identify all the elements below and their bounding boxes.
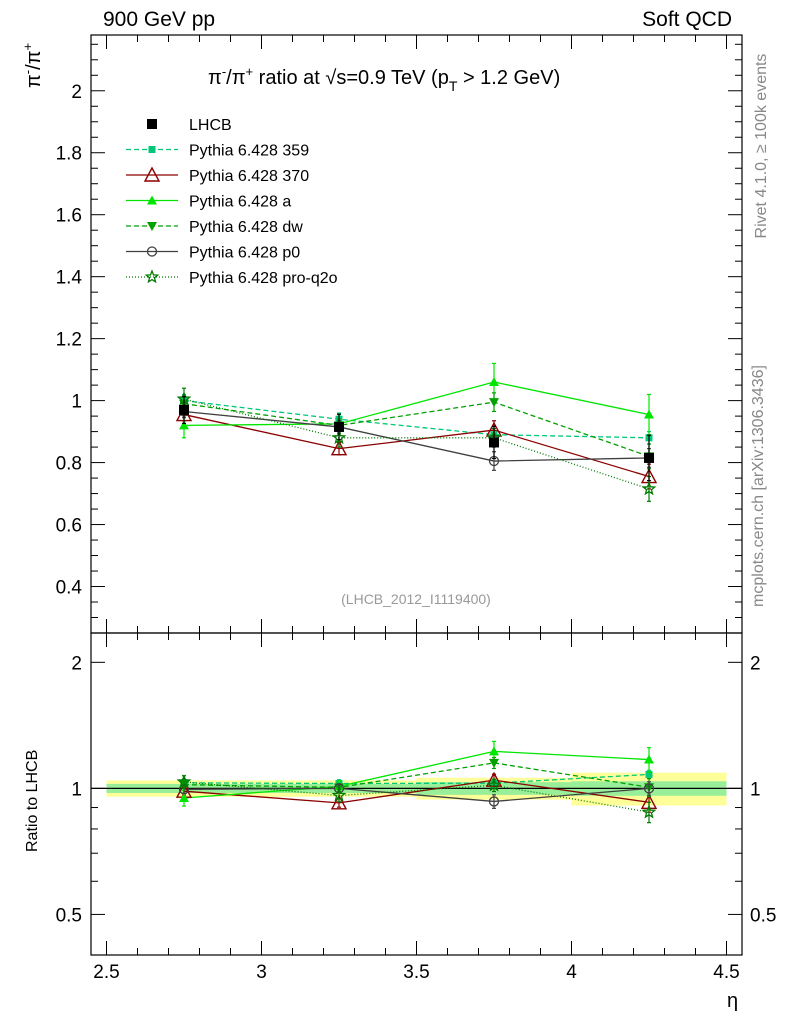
chart-title: π-/π+ ratio at √s=0.9 TeV (pT > 1.2 GeV) [208, 64, 560, 94]
y-tick-label: 0.8 [56, 454, 82, 475]
series-marker [331, 430, 347, 445]
ratio-y-tick-label-right: 1 [750, 779, 761, 800]
x-tick-label: 2.5 [93, 962, 119, 983]
legend-marker [147, 222, 157, 231]
legend-marker [148, 146, 156, 153]
series-line [183, 381, 650, 427]
ratio-series-line [183, 750, 650, 799]
series-line [183, 399, 650, 439]
series-marker [179, 420, 189, 430]
ratio-series-marker [489, 746, 499, 756]
legend-marker [143, 166, 161, 182]
data-point [179, 404, 189, 415]
legend-marker [146, 246, 158, 257]
legend: LHCB Pythia 6.428 359 Pythia 6.428 370 Pyth… [126, 117, 338, 287]
series-marker [644, 409, 654, 419]
series-marker [330, 440, 348, 456]
series-line [183, 410, 650, 462]
x-tick-label: 4.5 [713, 962, 739, 983]
ratio-series-line [183, 787, 650, 803]
data-point [489, 437, 499, 448]
ratio-series-marker [641, 804, 657, 819]
ratio-y-tick-label: 1 [71, 779, 82, 800]
ratio-y-tick-label-right: 0.5 [750, 905, 776, 926]
legend-label: LHCB [189, 117, 232, 134]
rivet-version-label: Rivet 4.1.0, ≥ 100k events [753, 53, 770, 239]
ratio-series-marker [179, 792, 189, 802]
x-tick-label: 4 [566, 962, 577, 983]
ratio-series-marker [645, 770, 653, 778]
y-tick-label: 2 [71, 82, 82, 103]
ratio-series-marker [489, 758, 499, 768]
x-axis-label: η [727, 990, 738, 1012]
series-marker [641, 481, 657, 496]
ratio-y-axis-label: Ratio to LHCB [24, 750, 41, 852]
ratio-y-tick-label-right: 2 [750, 653, 761, 674]
ratio-y-tick-label: 2 [71, 653, 82, 674]
y-axis-label: π-/π+ [20, 43, 45, 88]
header-category: Soft QCD [642, 8, 732, 31]
ratio-series-line [183, 773, 650, 785]
axis-ticks [91, 35, 742, 956]
ratio-series-marker [488, 796, 500, 807]
x-tick-label: 3 [256, 962, 267, 983]
y-tick-label: 1.6 [56, 206, 82, 227]
legend-marker [147, 195, 157, 205]
mcplots-source-label: mcplots.cern.ch [arXiv:1306.3436] [750, 365, 767, 607]
series-line [183, 401, 650, 458]
y-tick-label: 1.2 [56, 330, 82, 351]
legend-label: Pythia 6.428 370 [189, 168, 309, 185]
series-markers [175, 362, 658, 824]
ratio-series-marker [644, 754, 654, 764]
y-tick-label: 0.4 [56, 578, 83, 599]
ratio-series-line [183, 779, 650, 804]
axis-tick-labels: 2.5 3 3.5 4 4.5 0.4 0.6 0.8 1 1.2 1.4 1.6 1.8 2 0.5 0.5… [56, 82, 777, 983]
legend-label: Pythia 6.428 a [189, 194, 291, 211]
y-tick-label: 0.6 [56, 516, 82, 537]
legend-label: Pythia 6.428 359 [189, 143, 309, 160]
ratio-series-marker [330, 794, 348, 810]
series-line [183, 413, 650, 478]
series-line [183, 398, 650, 490]
legend-label: Pythia 6.428 pro-q2o [189, 270, 338, 287]
series-marker [489, 377, 499, 387]
legend-label: Pythia 6.428 dw [189, 219, 303, 236]
ratio-series-marker [176, 774, 192, 789]
analysis-id-watermark: (LHCB_2012_I1119400) [341, 591, 491, 607]
ratio-series-marker [486, 777, 502, 792]
legend-label: Pythia 6.428 p0 [189, 245, 300, 262]
data-point [334, 421, 344, 432]
data-point [644, 452, 654, 463]
y-tick-label: 1.4 [56, 268, 83, 289]
header-process: 900 GeV pp [103, 8, 216, 31]
legend-marker [147, 119, 157, 129]
ratio-y-tick-label: 0.5 [56, 905, 82, 926]
series-lines [183, 381, 650, 813]
legend-marker [144, 269, 160, 284]
ratio-series-line [183, 762, 650, 789]
y-tick-label: 1 [71, 392, 82, 413]
ratio-series-marker [331, 787, 347, 802]
ratio-series-marker [643, 783, 655, 794]
series-marker [489, 398, 499, 408]
y-tick-label: 1.8 [56, 144, 82, 165]
x-tick-label: 3.5 [403, 962, 429, 983]
